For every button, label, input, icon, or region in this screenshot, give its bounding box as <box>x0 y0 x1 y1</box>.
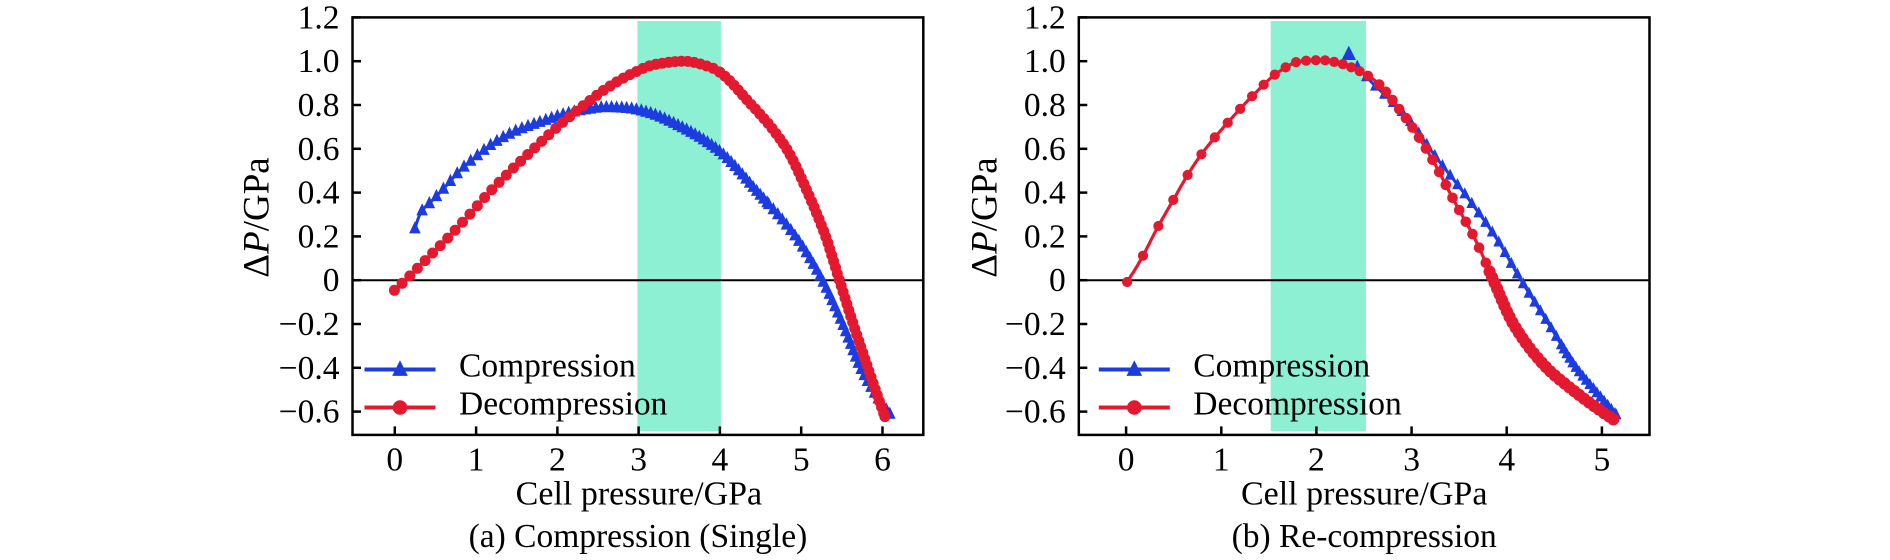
svg-text:Cell pressure/GPa: Cell pressure/GPa <box>1241 476 1487 513</box>
svg-text:0.4: 0.4 <box>298 175 340 212</box>
svg-text:1.2: 1.2 <box>1024 0 1066 36</box>
svg-text:0.4: 0.4 <box>1024 175 1066 212</box>
svg-text:1: 1 <box>1213 442 1230 479</box>
svg-text:0: 0 <box>1049 262 1066 299</box>
svg-text:5: 5 <box>1594 442 1611 479</box>
svg-text:2: 2 <box>1308 442 1325 479</box>
svg-text:1: 1 <box>468 442 485 479</box>
svg-text:Compression: Compression <box>1193 348 1370 385</box>
svg-text:ΔP/GPa: ΔP/GPa <box>965 157 1006 277</box>
svg-text:0.8: 0.8 <box>1024 87 1066 124</box>
svg-text:Cell pressure/GPa: Cell pressure/GPa <box>516 476 762 513</box>
svg-text:0.2: 0.2 <box>1024 218 1066 255</box>
svg-text:−0.4: −0.4 <box>279 350 340 387</box>
svg-text:Compression: Compression <box>459 348 636 385</box>
svg-text:4: 4 <box>1498 442 1515 479</box>
svg-text:1.0: 1.0 <box>298 43 340 80</box>
svg-text:Decompression: Decompression <box>1193 386 1402 423</box>
svg-text:5: 5 <box>793 442 810 479</box>
svg-text:0.6: 0.6 <box>1024 131 1066 168</box>
svg-text:3: 3 <box>1403 442 1420 479</box>
svg-text:(a) Compression (Single): (a) Compression (Single) <box>469 518 808 555</box>
svg-text:−0.4: −0.4 <box>1005 350 1066 387</box>
svg-text:0.8: 0.8 <box>298 87 340 124</box>
svg-text:0: 0 <box>386 442 403 479</box>
svg-text:2: 2 <box>549 442 566 479</box>
svg-text:1.0: 1.0 <box>1024 43 1066 80</box>
svg-text:0.6: 0.6 <box>298 131 340 168</box>
svg-text:−0.2: −0.2 <box>1005 306 1066 343</box>
svg-text:0: 0 <box>323 262 340 299</box>
svg-text:3: 3 <box>630 442 647 479</box>
svg-text:−0.6: −0.6 <box>1005 394 1066 431</box>
svg-text:4: 4 <box>712 442 729 479</box>
svg-text:−0.2: −0.2 <box>279 306 340 343</box>
svg-text:Decompression: Decompression <box>459 386 668 423</box>
svg-text:0: 0 <box>1118 442 1135 479</box>
svg-text:1.2: 1.2 <box>298 0 340 36</box>
svg-text:(b) Re-compression: (b) Re-compression <box>1232 518 1497 555</box>
svg-text:−0.6: −0.6 <box>279 394 340 431</box>
svg-text:6: 6 <box>874 442 891 479</box>
svg-text:0.2: 0.2 <box>298 218 340 255</box>
svg-text:ΔP/GPa: ΔP/GPa <box>237 157 278 277</box>
